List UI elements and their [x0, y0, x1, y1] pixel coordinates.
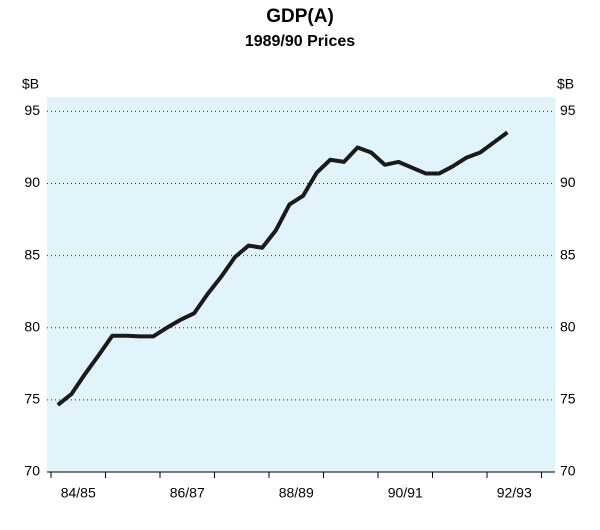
y2-tick-label: 80: [560, 318, 576, 334]
y2-tick-label: 70: [560, 463, 576, 479]
x-tick-label: 88/89: [279, 485, 314, 501]
y2-axis-label: $B: [557, 76, 574, 92]
chart-subtitle: 1989/90 Prices: [245, 33, 355, 50]
x-tick-label: 84/85: [61, 485, 96, 501]
y-tick-label: 85: [24, 246, 40, 262]
chart-title: GDP(A): [266, 6, 334, 27]
y2-tick-label: 75: [560, 391, 576, 407]
x-tick-label: 90/91: [388, 485, 423, 501]
data-line: [56, 130, 509, 407]
x-tick-label: 92/93: [497, 485, 532, 501]
y-tick-label: 95: [24, 102, 40, 118]
y2-tick-label: 85: [560, 246, 576, 262]
y2-tick-label: 90: [560, 174, 576, 190]
x-tick-label: 86/87: [170, 485, 205, 501]
y2-tick-label: 95: [560, 102, 576, 118]
y-tick-label: 70: [24, 463, 40, 479]
y-tick-label: 90: [24, 174, 40, 190]
y-tick-label: 80: [24, 318, 40, 334]
y-tick-label: 75: [24, 391, 40, 407]
plot-background: [47, 97, 555, 472]
y-axis-label: $B: [22, 76, 39, 92]
